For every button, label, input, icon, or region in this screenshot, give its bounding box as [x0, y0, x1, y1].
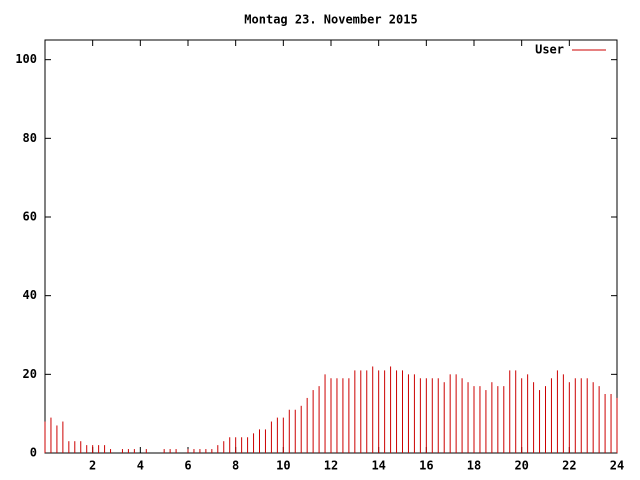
- y-tick-label: 100: [15, 52, 37, 66]
- x-tick-label: 12: [324, 459, 338, 473]
- x-tick-label: 24: [610, 459, 624, 473]
- x-tick-label: 4: [137, 459, 144, 473]
- chart-title: Montag 23. November 2015: [244, 13, 417, 27]
- x-tick-label: 18: [467, 459, 481, 473]
- x-tick-label: 2: [89, 459, 96, 473]
- y-tick-label: 80: [23, 131, 37, 145]
- y-tick-label: 40: [23, 288, 37, 302]
- legend-label: User: [535, 43, 564, 57]
- x-tick-label: 8: [232, 459, 239, 473]
- y-tick-label: 60: [23, 210, 37, 224]
- x-tick-label: 10: [276, 459, 290, 473]
- x-tick-label: 14: [371, 459, 385, 473]
- x-tick-label: 20: [514, 459, 528, 473]
- x-tick-label: 22: [562, 459, 576, 473]
- x-tick-label: 16: [419, 459, 433, 473]
- x-tick-label: 6: [184, 459, 191, 473]
- y-tick-label: 0: [30, 446, 37, 460]
- y-tick-label: 20: [23, 367, 37, 381]
